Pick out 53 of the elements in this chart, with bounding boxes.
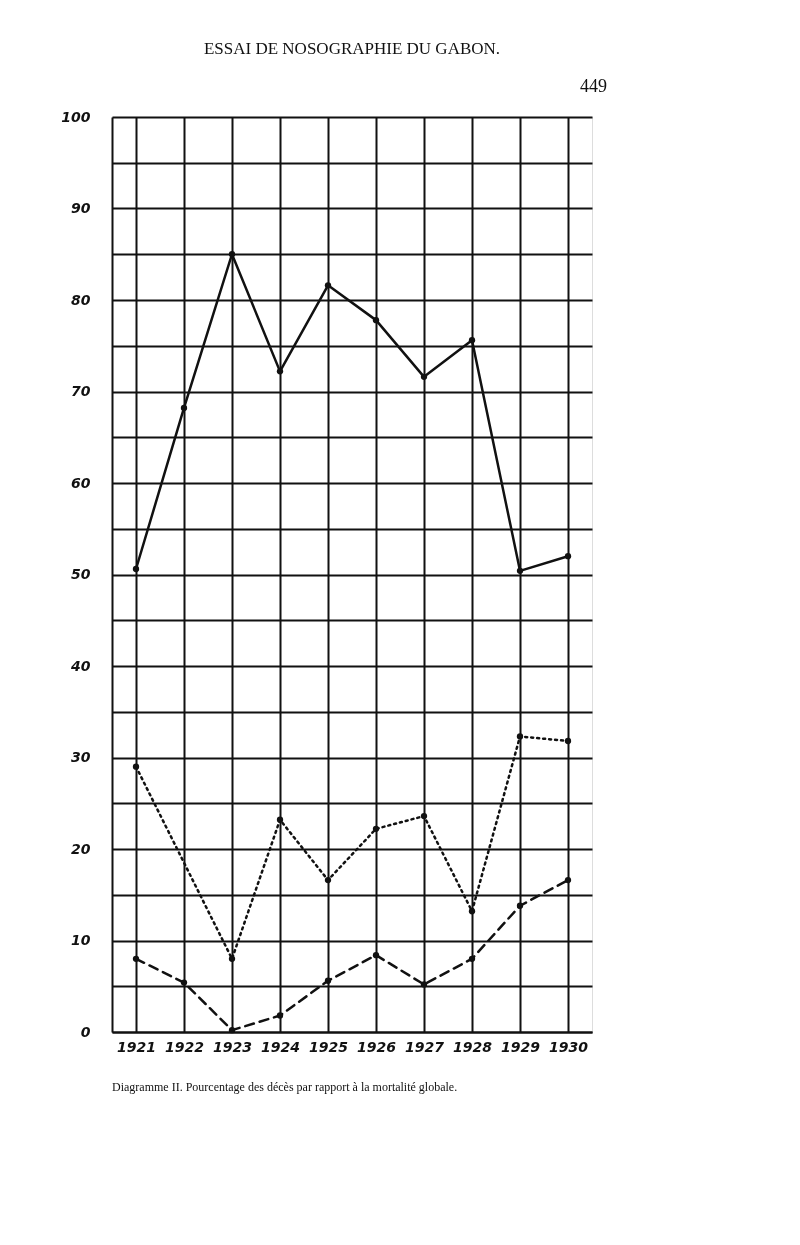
point [132,763,140,770]
point [180,979,188,986]
y-tick-label: 50 [71,566,91,582]
x-tick-label: 1930 [549,1038,589,1055]
point [372,316,380,324]
point [276,368,284,375]
point [372,951,380,959]
point [516,733,524,740]
y-tick-label: 0 [80,1023,91,1040]
x-tick-label: 1924 [261,1038,300,1055]
point [324,282,332,289]
point [372,825,380,833]
x-tick-label: 1927 [405,1038,445,1055]
text: 449 [580,76,607,96]
y-tick-label: 60 [71,474,91,491]
point [228,251,236,258]
y-tick-label: 10 [71,932,91,948]
point [420,373,428,381]
x-tick-label: 1921 [117,1038,156,1055]
point [516,902,524,909]
point [516,567,524,574]
point [468,955,476,962]
point [324,876,332,884]
x-tick-label: 1922 [165,1038,204,1055]
point [420,981,428,988]
point [420,812,428,820]
point [468,908,476,915]
y-tick-label: 100 [61,108,91,125]
point [564,553,572,560]
x-tick-label: 1926 [357,1038,397,1055]
point [324,977,332,984]
point [468,337,476,344]
chart-title: ESSAI DE NOSOGRAPHIE DU GABON. [203,39,501,58]
text: Diagramme II. Pourcentage des décès par rapport à la mortalité globale. [112,1080,458,1094]
y-tick-label: 80 [71,291,91,308]
point [276,1012,284,1019]
point [228,1027,236,1034]
point [132,955,140,962]
y-tick-label: 90 [71,200,91,216]
point [564,876,572,884]
x-tick-label: 1923 [213,1038,252,1055]
y-tick-label: 30 [71,749,91,765]
x-tick-label: 1925 [309,1038,349,1055]
point [180,404,188,412]
point [132,565,140,573]
y-tick-label: 70 [71,383,91,399]
x-tick-label: 1928 [453,1038,493,1055]
y-tick-label: 20 [71,840,91,857]
point [564,737,572,745]
y-tick-label: 40 [70,657,91,674]
point [228,955,236,962]
x-tick-label: 1929 [501,1038,541,1055]
point [276,816,284,823]
